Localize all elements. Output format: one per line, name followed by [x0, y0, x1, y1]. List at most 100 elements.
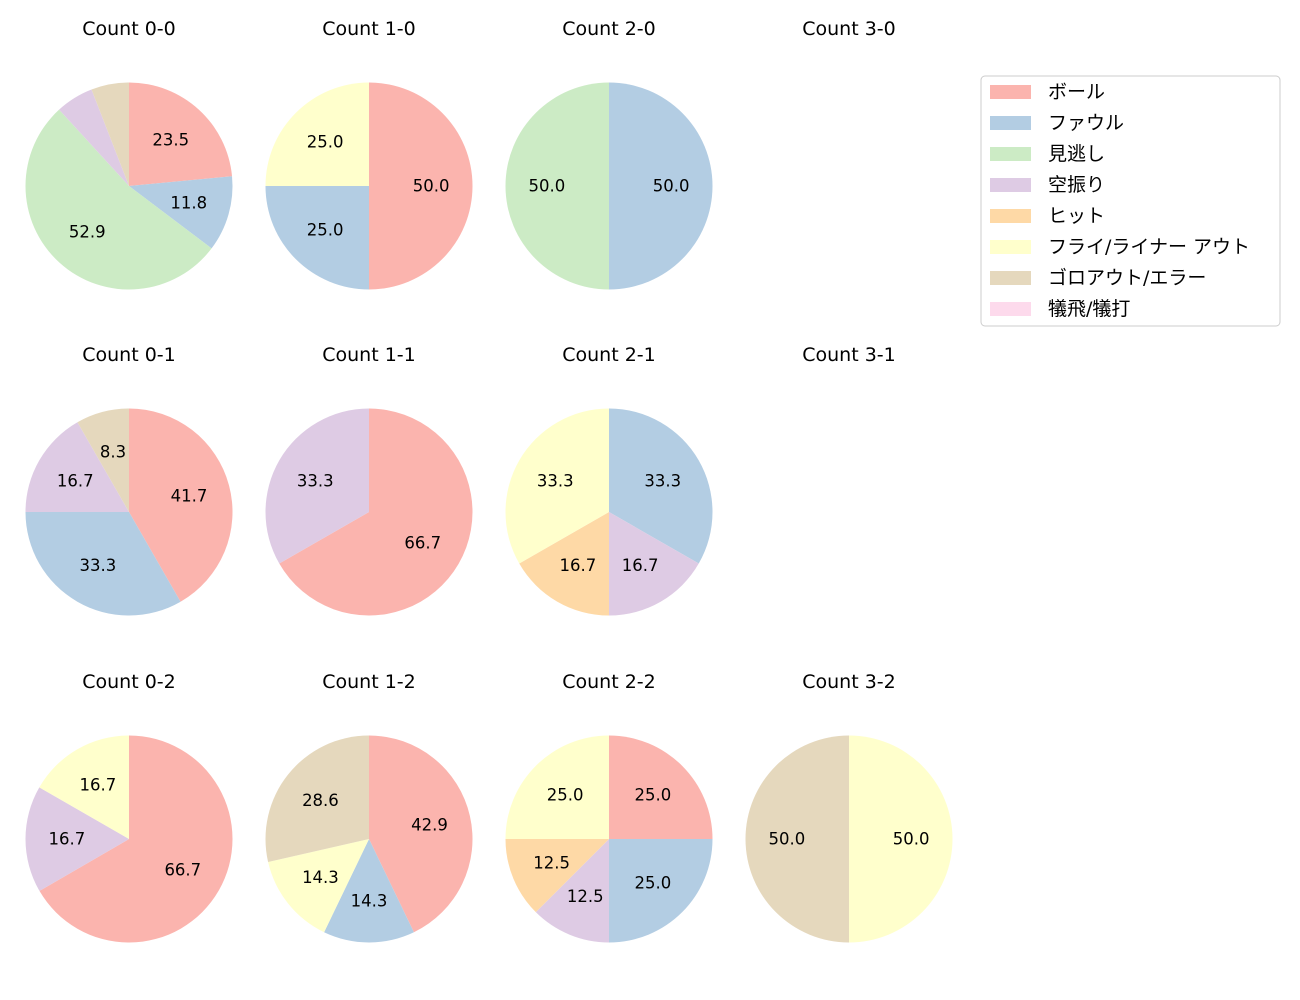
pie-count-0-1: Count 0-1 41.7 33.3 16.7 8.3 — [25, 344, 233, 616]
pie-slice-label: 42.9 — [411, 816, 448, 835]
pie-slice-count-0-1-0 — [129, 408, 233, 602]
pie-slice-label: 25.0 — [635, 873, 672, 892]
pie-slice-count-0-1-3 — [77, 408, 129, 512]
pie-title: Count 1-2 — [322, 671, 416, 693]
pie-slice-label: 25.0 — [307, 220, 344, 239]
pie-title: Count 3-1 — [802, 344, 896, 366]
pie-slice-label: 52.9 — [69, 222, 106, 241]
pie-count-0-0: Count 0-0 23.5 11.8 52.9 — [25, 18, 233, 290]
pie-slice-label: 41.7 — [171, 486, 208, 505]
pie-count-2-2: Count 2-2 25.0 25.0 12.5 12.5 25.0 — [505, 671, 713, 943]
pie-slice-label: 50.0 — [529, 177, 566, 196]
pie-slice-label: 66.7 — [404, 534, 441, 553]
pie-slice-count-3-2-1 — [745, 735, 849, 943]
pie-slice-count-2-2-4 — [505, 735, 609, 839]
pie-slice-label: 50.0 — [769, 830, 806, 849]
pie-slice-count-2-0-1 — [505, 82, 609, 290]
pie-slice-count-1-2-0 — [369, 735, 473, 933]
legend-label-7: 犠飛/犠打 — [1048, 298, 1130, 320]
legend-label-2: 見逃し — [1048, 143, 1105, 165]
pie-slice-count-0-0-4 — [91, 82, 129, 186]
pie-slice-label: 50.0 — [653, 177, 690, 196]
legend-swatch-0 — [990, 85, 1031, 99]
pie-title: Count 0-0 — [82, 18, 176, 40]
pie-count-2-0: Count 2-0 50.0 50.0 — [505, 18, 713, 290]
pie-slice-count-0-2-1 — [25, 787, 130, 891]
pie-slice-count-1-0-1 — [265, 186, 369, 290]
pie-title: Count 2-1 — [562, 344, 656, 366]
pie-slice-count-1-1-1 — [265, 408, 369, 564]
pie-slice-label: 12.5 — [533, 853, 570, 872]
legend-label-3: 空振り — [1048, 174, 1105, 196]
pie-title: Count 2-2 — [562, 671, 656, 693]
pie-slice-count-1-2-3 — [265, 735, 369, 863]
pie-slice-count-2-2-2 — [535, 839, 609, 943]
pie-title: Count 1-0 — [322, 18, 416, 40]
legend-label-0: ボール — [1048, 81, 1105, 103]
pie-slice-label: 16.7 — [622, 556, 659, 575]
legend-swatch-6 — [990, 271, 1031, 285]
pie-slice-count-0-0-1 — [129, 176, 233, 249]
pie-slice-count-0-1-2 — [25, 422, 129, 512]
pie-slice-count-1-1-0 — [279, 408, 473, 616]
pie-slice-label: 14.3 — [351, 892, 388, 911]
pie-slice-label: 28.6 — [302, 791, 339, 810]
legend-swatch-7 — [990, 302, 1031, 316]
pie-slice-label: 33.3 — [644, 471, 681, 490]
pie-slice-count-0-0-3 — [59, 89, 129, 186]
pie-slice-label: 33.3 — [537, 471, 574, 490]
pie-slice-label: 25.0 — [547, 786, 584, 805]
pie-slice-count-1-2-2 — [268, 839, 369, 933]
legend-label-1: ファウル — [1048, 112, 1124, 134]
pie-slice-label: 11.8 — [170, 193, 207, 212]
pie-count-3-0: Count 3-0 — [802, 18, 896, 40]
pie-slice-count-2-1-3 — [505, 408, 609, 564]
pie-slice-label: 25.0 — [307, 133, 344, 152]
pie-slice-count-1-0-2 — [265, 82, 369, 186]
legend-label-4: ヒット — [1048, 205, 1105, 227]
pie-count-1-0: Count 1-0 50.0 25.0 25.0 — [265, 18, 473, 290]
pie-count-3-2: Count 3-2 50.0 50.0 — [745, 671, 953, 943]
pie-slice-count-0-0-0 — [129, 82, 233, 186]
pie-slice-label: 16.7 — [560, 556, 597, 575]
pie-count-2-1: Count 2-1 33.3 16.7 16.7 33.3 — [505, 344, 713, 616]
legend-swatch-1 — [990, 116, 1031, 130]
pie-slice-label: 16.7 — [80, 776, 117, 795]
pie-slice-count-3-2-0 — [849, 735, 953, 943]
pie-slice-label: 33.3 — [80, 556, 117, 575]
pie-slice-label: 16.7 — [49, 830, 86, 849]
pie-title: Count 2-0 — [562, 18, 656, 40]
pie-count-0-2: Count 0-2 66.7 16.7 16.7 — [25, 671, 233, 943]
pie-slice-count-0-1-1 — [25, 512, 181, 616]
pie-slice-count-0-2-0 — [39, 735, 233, 943]
pie-slice-count-2-2-1 — [609, 839, 713, 943]
pie-slice-label: 25.0 — [635, 786, 672, 805]
pie-slice-count-2-0-0 — [609, 82, 713, 290]
legend-label-5: フライ/ライナー アウト — [1048, 236, 1250, 258]
pie-slice-count-2-1-0 — [609, 408, 713, 564]
pie-slice-label: 12.5 — [567, 887, 604, 906]
legend-label-6: ゴロアウト/エラー — [1048, 267, 1206, 289]
legend-swatch-3 — [990, 178, 1031, 192]
pie-slice-label: 23.5 — [152, 131, 189, 150]
pie-slice-label: 14.3 — [302, 868, 339, 887]
pie-count-1-1: Count 1-1 66.7 33.3 — [265, 344, 473, 616]
pie-slice-count-2-1-1 — [609, 512, 699, 616]
pie-slice-label: 33.3 — [297, 471, 334, 490]
pie-slice-label: 8.3 — [100, 442, 126, 461]
pie-title: Count 0-1 — [82, 344, 176, 366]
legend-frame — [980, 75, 1281, 327]
pie-title: Count 3-2 — [802, 671, 896, 693]
pie-slice-label: 16.7 — [57, 471, 94, 490]
legend-swatch-2 — [990, 147, 1031, 161]
pie-title: Count 3-0 — [802, 18, 896, 40]
pie-slice-label: 50.0 — [413, 177, 450, 196]
pie-title: Count 0-2 — [82, 671, 176, 693]
pie-slice-count-0-2-2 — [39, 735, 129, 839]
pie-slice-count-1-0-0 — [369, 82, 473, 290]
pie-title: Count 1-1 — [322, 344, 416, 366]
pie-count-3-1: Count 3-1 — [802, 344, 896, 366]
pie-slice-count-2-1-2 — [519, 512, 609, 616]
